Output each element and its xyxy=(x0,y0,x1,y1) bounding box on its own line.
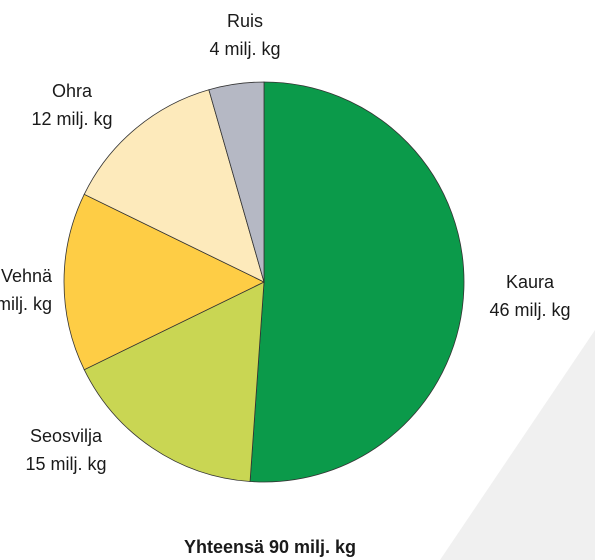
pie xyxy=(63,81,465,483)
slice-value-label: 13 milj. kg xyxy=(0,294,52,314)
slice-value-label: 4 milj. kg xyxy=(209,39,280,59)
pie-slice xyxy=(63,193,265,371)
slice-value-label: 46 milj. kg xyxy=(489,300,570,320)
slice-label: Ruis xyxy=(227,11,263,31)
slice-label: Kaura xyxy=(506,272,555,292)
pie-slice xyxy=(83,89,265,283)
slice-label: Vehnä xyxy=(1,266,53,286)
slice-label: Seosvilja xyxy=(30,426,103,446)
slice-value-label: 15 milj. kg xyxy=(25,454,106,474)
total-label: Yhteensä 90 milj. kg xyxy=(184,537,356,557)
pie-slice xyxy=(208,81,265,283)
slice-value-label: 12 milj. kg xyxy=(31,109,112,129)
background-corner xyxy=(440,330,595,560)
slice-label: Ohra xyxy=(52,81,93,101)
pie-slice xyxy=(249,81,465,483)
pie-slice xyxy=(83,281,265,482)
